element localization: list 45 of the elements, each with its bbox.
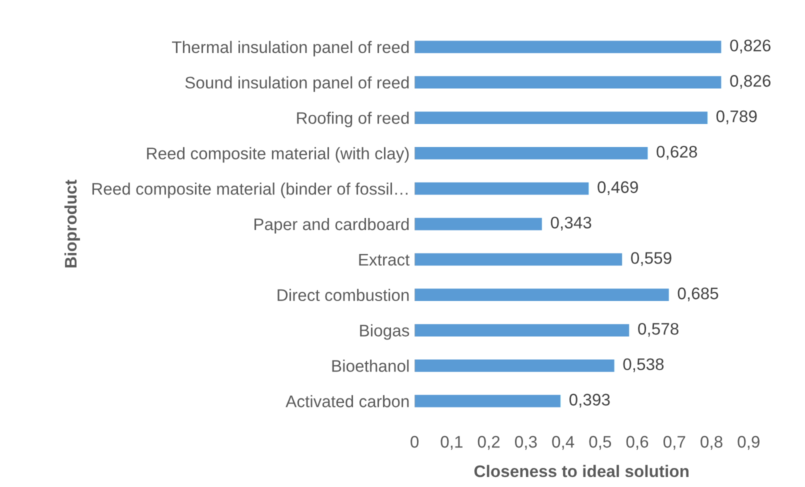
x-axis-title: Closeness to ideal solution — [474, 464, 688, 478]
data-label: 0,538 — [623, 358, 664, 372]
x-tick-label: 0 — [410, 436, 419, 448]
data-label: 0,685 — [678, 288, 718, 302]
x-tick-label: 0,5 — [589, 436, 612, 450]
bar — [414, 324, 630, 336]
y-tick-label: Thermal insulation panel of reed — [172, 40, 409, 56]
data-label: 0,826 — [730, 40, 770, 54]
x-tick-label: 0,8 — [700, 436, 722, 450]
x-tick-label: 0,3 — [515, 436, 537, 450]
x-tick-label: 0,7 — [663, 436, 686, 450]
y-tick-label: Roofing of reed — [297, 112, 409, 128]
y-axis-title: Bioproduct — [64, 180, 80, 268]
bar — [414, 40, 722, 54]
y-tick-label: Sound insulation panel of reed — [185, 76, 409, 92]
bar — [414, 359, 614, 372]
data-label: 0,578 — [638, 322, 678, 337]
y-tick-label: Activated carbon — [286, 395, 409, 408]
y-tick-label: Reed composite material (with clay) — [147, 147, 409, 163]
x-tick-label: 0,2 — [478, 436, 500, 450]
bar — [414, 394, 560, 408]
y-tick-label: Reed composite material (binder of fossil… — [92, 182, 408, 198]
bar — [414, 218, 542, 230]
y-tick-label: Extract — [359, 254, 410, 266]
bar — [414, 182, 589, 195]
data-label: 0,559 — [631, 252, 672, 266]
bar — [414, 76, 722, 89]
x-tick-label: 0,9 — [738, 436, 760, 450]
y-tick-label: Direct combustion — [278, 288, 409, 302]
data-label: 0,393 — [569, 394, 610, 408]
data-label: 0,469 — [598, 181, 638, 196]
x-tick-label: 0,6 — [626, 436, 648, 450]
y-tick-label: Paper and cardboard — [254, 218, 409, 234]
y-tick-label: Biogas — [360, 324, 410, 340]
x-tick-label: 0,4 — [552, 436, 574, 450]
bar — [414, 112, 708, 124]
data-label: 0,789 — [716, 110, 757, 124]
x-tick-label: 0,1 — [440, 436, 462, 450]
bar — [414, 253, 622, 266]
data-label: 0,628 — [656, 146, 697, 160]
data-label: 0,343 — [550, 216, 592, 230]
bar — [414, 288, 669, 302]
data-label: 0,826 — [730, 75, 770, 89]
y-tick-label: Bioethanol — [332, 360, 409, 372]
bar — [414, 146, 648, 160]
